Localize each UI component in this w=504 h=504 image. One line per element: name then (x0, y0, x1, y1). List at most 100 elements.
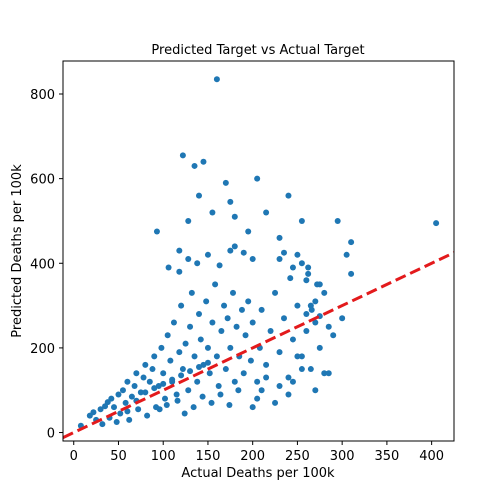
data-point (281, 315, 287, 322)
data-point (272, 289, 279, 296)
data-point (209, 319, 216, 326)
y-tick-label: 200 (30, 342, 55, 357)
data-point (178, 302, 185, 309)
y-axis-label: Predicted Deaths per 100k (10, 164, 25, 338)
data-point (258, 306, 265, 313)
data-point (181, 410, 188, 417)
data-point (240, 249, 247, 256)
data-point (267, 327, 274, 334)
data-point (164, 332, 171, 339)
data-point (144, 412, 151, 419)
data-point (303, 277, 310, 284)
data-point (230, 289, 236, 296)
data-point (312, 387, 319, 394)
data-point (108, 395, 115, 402)
data-point (330, 332, 337, 339)
data-point (194, 378, 201, 385)
data-point (208, 399, 215, 406)
data-point (258, 387, 265, 394)
y-tick-label: 600 (30, 173, 55, 188)
data-point (99, 421, 106, 428)
data-point (176, 247, 183, 254)
data-point (128, 393, 135, 400)
data-point (200, 361, 207, 368)
data-point (158, 344, 165, 351)
data-point (124, 408, 131, 415)
data-point (179, 366, 186, 373)
data-point (231, 378, 238, 385)
data-point (213, 353, 220, 360)
data-point (196, 363, 202, 370)
data-point (131, 382, 138, 389)
data-point (321, 289, 328, 296)
data-point (176, 349, 183, 356)
data-point (217, 391, 224, 398)
data-point (140, 374, 147, 381)
data-point (254, 378, 261, 385)
data-point (339, 315, 346, 322)
data-point (173, 391, 180, 398)
data-point (117, 410, 124, 417)
data-point (254, 175, 261, 182)
data-point (294, 251, 301, 258)
data-point (238, 306, 245, 313)
data-point (308, 306, 315, 313)
data-point (160, 380, 167, 387)
data-point (115, 391, 122, 398)
data-point (191, 353, 198, 360)
points-layer (77, 76, 440, 429)
data-point (119, 387, 126, 394)
data-point (97, 406, 104, 413)
data-point (276, 234, 283, 241)
data-point (316, 281, 323, 288)
data-point (307, 366, 314, 373)
data-point (312, 298, 319, 305)
data-point (185, 387, 192, 394)
data-point (303, 311, 310, 318)
data-point (240, 370, 247, 377)
data-point (348, 239, 355, 246)
data-point (222, 179, 229, 186)
data-point (298, 260, 305, 267)
data-point (233, 323, 240, 330)
data-point (222, 366, 229, 373)
data-point (194, 260, 201, 267)
data-point (179, 152, 186, 159)
data-point (281, 249, 287, 256)
data-point (133, 370, 140, 377)
x-axis-label: Actual Deaths per 100k (181, 466, 335, 481)
data-point (231, 213, 238, 220)
data-point (126, 416, 133, 423)
data-point (111, 404, 117, 411)
data-point (226, 402, 233, 409)
data-point (254, 395, 261, 402)
data-point (227, 247, 234, 254)
data-point (348, 270, 355, 277)
data-point (90, 409, 97, 416)
x-tick-label: 300 (330, 449, 355, 464)
data-point (149, 366, 156, 373)
data-point (199, 393, 206, 400)
data-point (209, 209, 216, 216)
data-point (176, 268, 183, 275)
data-point (285, 391, 292, 398)
data-point (289, 336, 296, 343)
reference-line-layer (63, 251, 454, 439)
data-point (216, 262, 223, 269)
chart-title: Predicted Target vs Actual Target (151, 43, 364, 58)
data-point (200, 158, 207, 165)
data-point (213, 76, 220, 83)
data-point (196, 192, 202, 199)
data-point (247, 357, 254, 364)
data-point (206, 370, 213, 377)
data-point (263, 361, 270, 368)
data-point (312, 319, 319, 326)
data-point (289, 378, 296, 385)
data-point (185, 217, 192, 224)
data-point (151, 353, 158, 360)
data-point (249, 256, 256, 263)
data-point (221, 302, 228, 309)
data-point (249, 404, 256, 411)
x-tick-label: 250 (285, 449, 310, 464)
data-point (182, 340, 189, 347)
